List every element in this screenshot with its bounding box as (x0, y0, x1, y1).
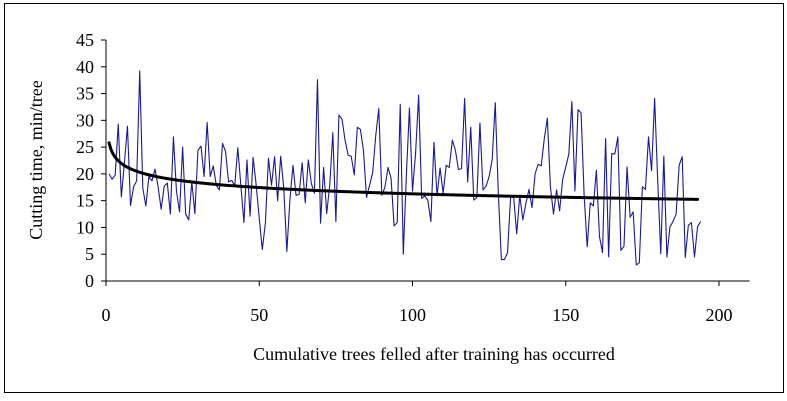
x-tick-label: 150 (552, 305, 579, 325)
y-tick-label: 35 (76, 84, 94, 104)
y-tick-label: 20 (76, 164, 94, 184)
x-tick-label: 100 (399, 305, 426, 325)
y-ticks: 0 5 10 15 20 25 30 35 40 45 (76, 30, 106, 291)
series-observed-line (108, 70, 702, 266)
chart-frame (4, 3, 784, 393)
y-tick-label: 45 (76, 30, 94, 50)
y-axis-title: Cutting time, min/tree (26, 80, 46, 239)
y-tick-label: 40 (76, 57, 94, 77)
x-axis-title: Cumulative trees felled after training h… (253, 344, 615, 364)
y-tick-label: 0 (85, 271, 94, 291)
x-tick-label: 0 (102, 305, 111, 325)
y-tick-label: 10 (76, 217, 94, 237)
axes (105, 40, 750, 282)
x-ticks: 0 50 100 150 200 (102, 281, 733, 325)
x-tick-label: 50 (250, 305, 268, 325)
series-observed-points (109, 71, 701, 265)
y-tick-label: 5 (85, 244, 94, 264)
y-tick-label: 30 (76, 110, 94, 130)
x-tick-label: 200 (706, 305, 733, 325)
y-tick-label: 25 (76, 137, 94, 157)
series-layer (107, 70, 702, 266)
y-tick-label: 15 (76, 191, 94, 211)
trend-line (107, 141, 700, 201)
